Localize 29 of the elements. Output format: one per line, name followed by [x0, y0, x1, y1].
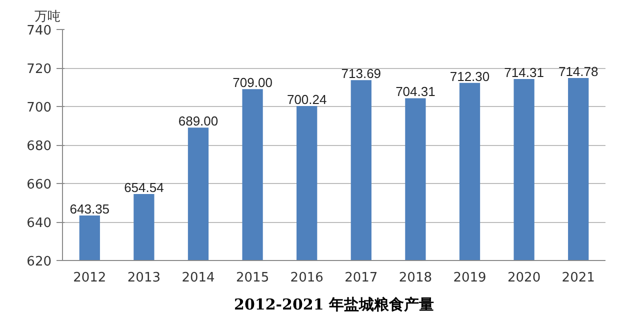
data-label: 709.00 [232, 75, 272, 90]
y-tick-label: 640 [26, 216, 52, 231]
y-tick-label: 660 [26, 178, 52, 192]
text: 2012-2021 年盐城粮食产量 [234, 296, 434, 314]
data-label: 654.54 [124, 180, 164, 196]
data-label: 700.24 [286, 92, 327, 108]
y-tick-label: 720 [26, 62, 52, 77]
x-tick-label: 2015 [236, 270, 270, 286]
data-label: 643.35 [70, 202, 110, 217]
y-tick-label: 620 [26, 254, 52, 270]
data-label: 704.31 [396, 84, 436, 100]
x-tick-label: 2016 [290, 270, 324, 286]
data-label: 689.00 [178, 114, 218, 129]
data-label: 713.69 [341, 66, 382, 82]
x-tick-label: 2019 [453, 270, 486, 286]
data-label: 714.31 [504, 64, 544, 80]
x-tick-label: 2014 [182, 270, 215, 286]
y-tick-label: 740 [26, 24, 52, 38]
data-label: 712.30 [450, 68, 490, 84]
x-tick-label: 2012 [73, 270, 106, 286]
x-tick-label: 2018 [398, 270, 432, 286]
x-tick-label: 2013 [127, 270, 160, 286]
x-tick-label: 2020 [508, 270, 541, 286]
x-tick-label: 2021 [562, 270, 595, 286]
y-tick-label: 700 [26, 100, 52, 116]
x-tick-label: 2017 [344, 270, 378, 286]
y-tick-label: 680 [26, 139, 52, 154]
data-label: 714.78 [558, 64, 598, 80]
y-axis-title: 万吨 [34, 8, 60, 24]
